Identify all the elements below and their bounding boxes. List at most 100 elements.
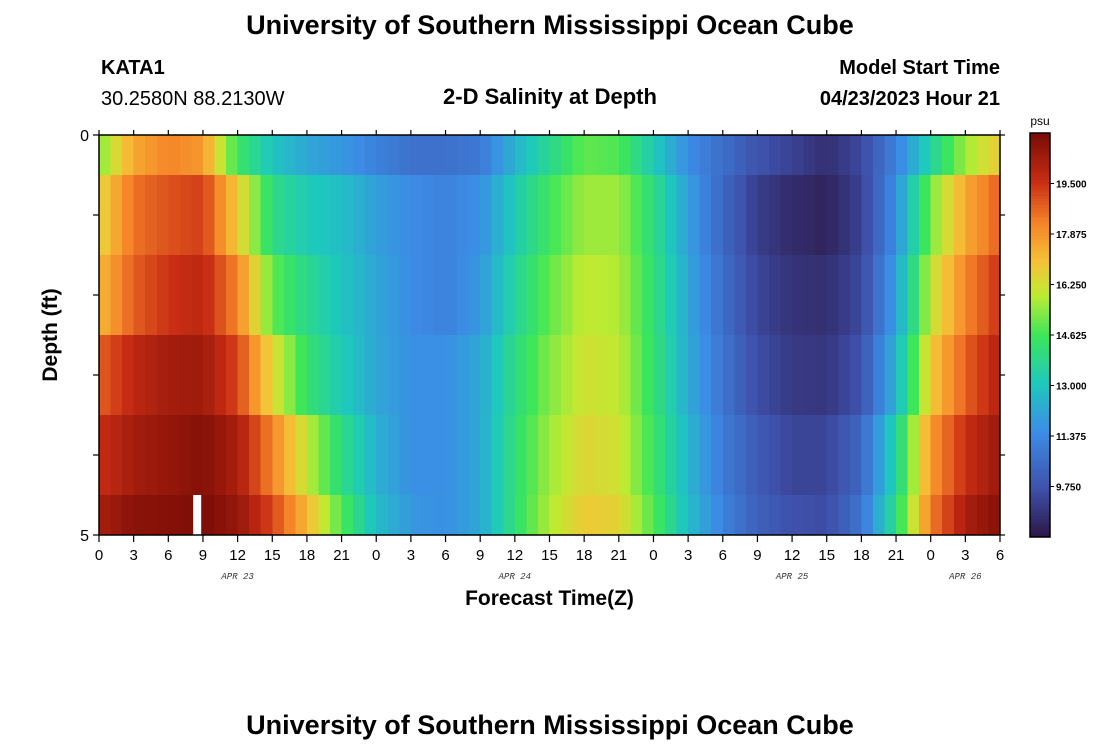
heatmap-cell [306, 415, 320, 495]
heatmap-cell [919, 175, 932, 255]
heatmap-cell [561, 495, 574, 535]
heatmap-cell [202, 175, 216, 255]
colorbar-segment [1030, 490, 1050, 495]
heatmap-cell [653, 255, 666, 335]
heatmap-cell [584, 415, 597, 495]
heatmap-cell [965, 415, 978, 495]
heatmap-cell [168, 175, 181, 255]
heatmap-cell [803, 135, 816, 175]
heatmap-cell [376, 135, 389, 175]
heatmap-cell [237, 495, 250, 535]
heatmap-cell [191, 415, 204, 495]
heatmap-cell [595, 175, 608, 255]
colorbar-segment [1030, 390, 1050, 395]
model-start-time: 04/23/2023 Hour 21 [819, 88, 1000, 110]
heatmap-cell [537, 135, 551, 175]
heatmap-cell [156, 495, 169, 535]
colorbar-segment [1030, 288, 1050, 293]
heatmap-cell [283, 335, 296, 415]
heatmap-cell [757, 135, 770, 175]
heatmap-cell [145, 495, 158, 535]
colorbar-segment [1030, 347, 1050, 352]
colorbar-segment [1030, 341, 1050, 345]
heatmap-cell [641, 495, 655, 535]
colorbar-segment [1030, 216, 1050, 221]
colorbar-segment [1030, 325, 1050, 330]
x-tick-label: 12 [507, 547, 524, 564]
heatmap-cell [387, 415, 400, 495]
heatmap-cell [584, 175, 597, 255]
heatmap-cell [722, 335, 735, 415]
heatmap-cell [99, 135, 112, 175]
x-tick-label: 18 [299, 547, 316, 564]
heatmap-cell [376, 415, 389, 495]
heatmap-cell [364, 255, 377, 335]
heatmap-cell [757, 415, 770, 495]
heatmap-cell [641, 135, 655, 175]
heatmap-cell [711, 175, 724, 255]
date-label: APR 24 [498, 572, 531, 582]
heatmap-cell [249, 415, 262, 495]
heatmap-cell [665, 335, 678, 415]
heatmap-cell [768, 175, 782, 255]
heatmap-cell [884, 495, 897, 535]
heatmap-cell [896, 135, 909, 175]
colorbar-segment [1030, 425, 1050, 429]
heatmap-cell [457, 335, 470, 415]
colorbar-segment [1030, 223, 1050, 227]
heatmap-cell [191, 175, 204, 255]
heatmap-cell [249, 175, 262, 255]
heatmap-cell [861, 255, 874, 335]
heatmap-cell [618, 135, 631, 175]
heatmap-cell [665, 495, 678, 535]
colorbar-segment [1030, 151, 1050, 156]
colorbar-tick-label: 19.500 [1056, 180, 1087, 191]
heatmap-cell [480, 175, 493, 255]
heatmap-cell [722, 415, 735, 495]
heatmap-cell [665, 175, 678, 255]
heatmap-cell [318, 135, 331, 175]
colorbar-segment [1030, 207, 1050, 212]
heatmap-cell [549, 335, 562, 415]
heatmap-cell [237, 415, 250, 495]
heatmap-cell [907, 335, 920, 415]
heatmap-cell [549, 415, 562, 495]
colorbar-segment [1030, 372, 1050, 376]
heatmap-cell [780, 335, 793, 415]
heatmap-cell [133, 135, 146, 175]
heatmap-cell [179, 495, 193, 535]
heatmap-cell [734, 135, 747, 175]
x-axis-label: Forecast Time(Z) [465, 587, 634, 610]
heatmap-cell [226, 495, 239, 535]
heatmap-cell [849, 135, 862, 175]
heatmap-cell [549, 175, 562, 255]
heatmap-cell [249, 335, 262, 415]
colorbar-segment [1030, 328, 1050, 333]
heatmap-cell [896, 415, 909, 495]
colorbar-segment [1030, 331, 1050, 336]
heatmap-cell [953, 415, 966, 495]
heatmap-cell [226, 335, 239, 415]
heatmap-cell [745, 175, 759, 255]
heatmap-cell [491, 255, 504, 335]
heatmap-cell [214, 135, 227, 175]
heatmap-cell [283, 135, 296, 175]
heatmap-cell [722, 255, 735, 335]
colorbar-segment [1030, 310, 1050, 314]
heatmap-cell [318, 255, 331, 335]
heatmap-cell [618, 495, 631, 535]
heatmap-cell [399, 415, 412, 495]
heatmap-cell [930, 415, 943, 495]
heatmap-cell [618, 415, 631, 495]
y-axis-label: Depth (ft) [39, 288, 62, 381]
heatmap-cell [584, 335, 597, 415]
heatmap-cell [803, 415, 816, 495]
heatmap-cell [618, 335, 631, 415]
heatmap-cell [976, 255, 990, 335]
heatmap-cell [468, 415, 481, 495]
heatmap-cell [803, 335, 816, 415]
x-tick-label: 15 [541, 547, 558, 564]
heatmap-cell [191, 135, 204, 175]
colorbar-segment [1030, 422, 1050, 426]
